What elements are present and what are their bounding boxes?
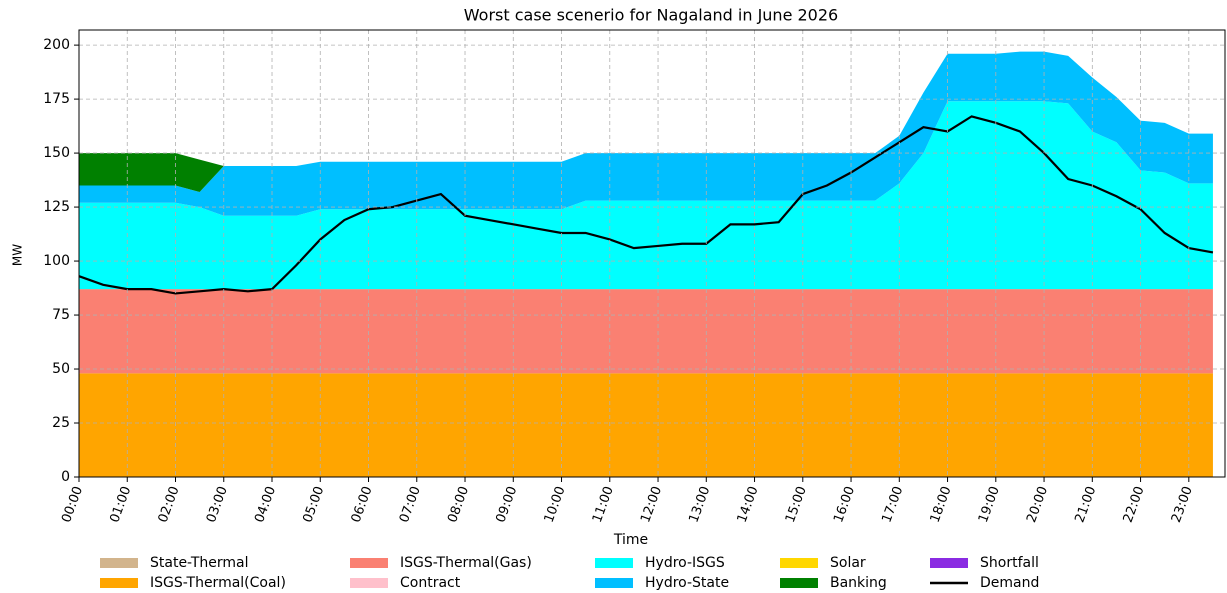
x-tick-label: 03:00 [204, 484, 231, 524]
area [79, 289, 1213, 374]
x-tick-label: 07:00 [397, 484, 424, 524]
legend-swatch [595, 558, 633, 568]
x-tick-label: 14:00 [735, 484, 762, 524]
x-tick-label: 19:00 [976, 484, 1003, 524]
area [79, 101, 1213, 290]
x-tick-label: 18:00 [928, 484, 955, 524]
legend-label: Hydro-State [645, 575, 729, 591]
x-tick-label: 20:00 [1024, 484, 1051, 524]
legend-swatch [350, 578, 388, 588]
legend-swatch [780, 578, 818, 588]
x-tick-label: 16:00 [831, 484, 858, 524]
x-tick-label: 12:00 [638, 484, 665, 524]
legend-label: Hydro-ISGS [645, 555, 725, 571]
x-tick-label: 13:00 [686, 484, 713, 524]
x-tick-label: 15:00 [783, 484, 810, 524]
y-tick-label: 0 [61, 469, 70, 485]
y-tick-label: 200 [43, 37, 70, 53]
legend-swatch [595, 578, 633, 588]
x-tick-label: 08:00 [445, 484, 472, 524]
x-tick-label: 05:00 [300, 484, 327, 524]
area [79, 51, 1213, 216]
legend-label: Banking [830, 575, 887, 591]
y-tick-label: 125 [43, 199, 70, 215]
x-tick-label: 11:00 [590, 484, 617, 524]
legend-label: ISGS-Thermal(Coal) [150, 575, 286, 591]
legend-label: Shortfall [980, 555, 1039, 571]
x-tick-label: 17:00 [879, 484, 906, 524]
legend-label: Solar [830, 555, 866, 571]
x-tick-label: 21:00 [1072, 484, 1099, 524]
x-tick-label: 01:00 [107, 484, 134, 524]
x-tick-label: 06:00 [349, 484, 376, 524]
legend-swatch [780, 558, 818, 568]
legend-label: Demand [980, 575, 1039, 591]
legend-label: Contract [400, 575, 461, 591]
x-axis-label: Time [613, 532, 648, 548]
y-tick-label: 175 [43, 91, 70, 107]
plot-frame [78, 29, 1226, 478]
legend-swatch [100, 558, 138, 568]
y-tick-label: 25 [52, 415, 70, 431]
y-tick-label: 50 [52, 361, 70, 377]
y-tick-label: 100 [43, 253, 70, 269]
legend-swatch [930, 558, 968, 568]
y-tick-label: 75 [52, 307, 70, 323]
x-tick-label: 22:00 [1121, 484, 1148, 524]
legend-swatch [100, 578, 138, 588]
legend-swatch [350, 558, 388, 568]
x-tick-label: 04:00 [252, 484, 279, 524]
area [79, 51, 1213, 192]
x-tick-label: 10:00 [542, 484, 569, 524]
legend-label: ISGS-Thermal(Gas) [400, 555, 532, 571]
x-tick-label: 09:00 [493, 484, 520, 524]
x-tick-label: 23:00 [1169, 484, 1196, 524]
y-tick-label: 150 [43, 145, 70, 161]
y-axis-label: MW [11, 244, 25, 266]
chart-title: Worst case scenerio for Nagaland in June… [464, 6, 838, 25]
area [79, 373, 1213, 477]
demand-line [78, 115, 1214, 295]
x-tick-label: 02:00 [156, 484, 183, 524]
legend-label: State-Thermal [150, 555, 248, 571]
x-tick-label: 00:00 [59, 484, 86, 524]
